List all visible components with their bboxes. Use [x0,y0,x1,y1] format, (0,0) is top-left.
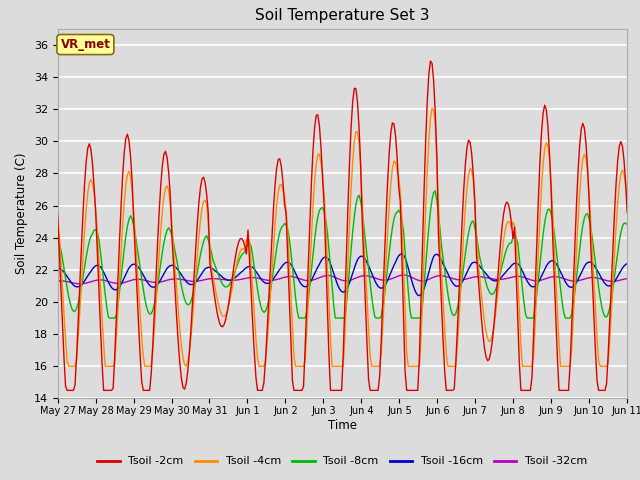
Text: VR_met: VR_met [60,38,110,51]
Title: Soil Temperature Set 3: Soil Temperature Set 3 [255,9,429,24]
Legend: Tsoil -2cm, Tsoil -4cm, Tsoil -8cm, Tsoil -16cm, Tsoil -32cm: Tsoil -2cm, Tsoil -4cm, Tsoil -8cm, Tsoi… [93,452,592,471]
Y-axis label: Soil Temperature (C): Soil Temperature (C) [15,153,28,275]
X-axis label: Time: Time [328,419,357,432]
